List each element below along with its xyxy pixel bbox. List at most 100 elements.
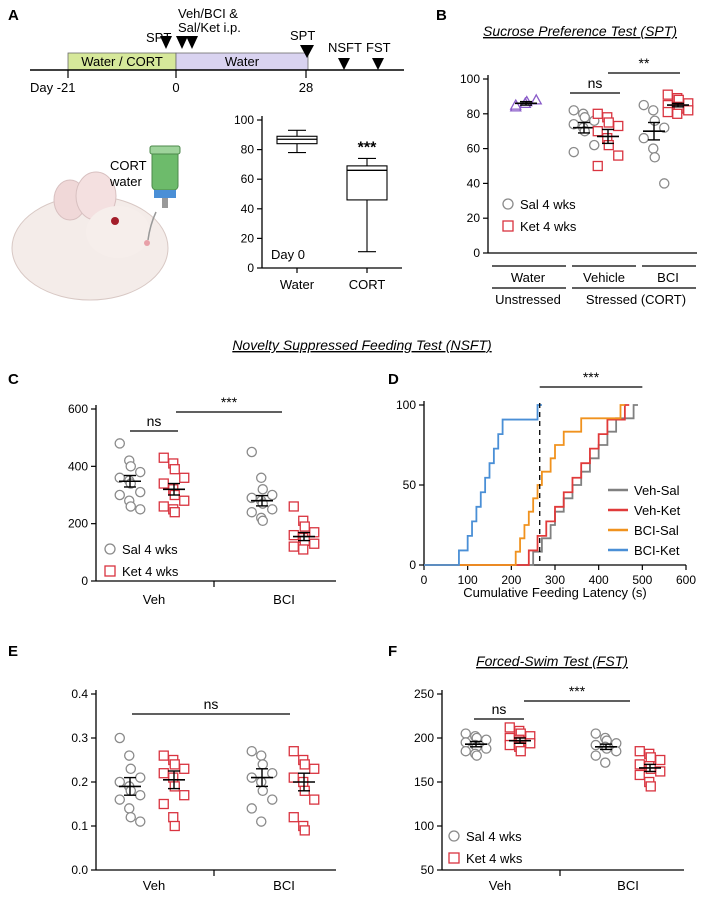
y-tick-label: 600 <box>68 402 88 416</box>
legend-sal-label: Sal 4 wks <box>122 542 178 557</box>
significance-label: ns <box>147 413 162 429</box>
panel-c-group-1-point <box>169 507 180 518</box>
panel-e-group-1-point <box>169 759 180 770</box>
event-label-inj2: Sal/Ket i.p. <box>178 20 241 35</box>
bottle-spout-line <box>147 211 157 241</box>
panel-c: Novelty Suppressed Feeding Test (NSFT) C 0… <box>8 337 492 607</box>
significance-label: *** <box>358 139 377 156</box>
legend-label-veh-sal: Veh-Sal <box>634 483 680 498</box>
panel-e-group-2-point <box>257 759 268 770</box>
panel-c-group-2-point <box>246 446 257 458</box>
panel-b-group-2-point <box>613 120 624 132</box>
panel-f-group-3-point <box>645 781 656 792</box>
panel-e-group-2-point <box>255 750 267 761</box>
panel-b-group-1-point <box>568 105 580 116</box>
panel-b-group-3-point <box>659 178 670 189</box>
panel-f: F Forced-Swim Test (FST) 50 100 150 200 250 ns *… <box>388 643 684 893</box>
event-arrow-inj1 <box>176 36 188 49</box>
event-arrow-spt1 <box>160 36 172 49</box>
panel-f-group-3-point <box>634 769 645 781</box>
y-tick-label: 0.3 <box>71 731 88 745</box>
y-tick-label: 100 <box>460 72 480 86</box>
y-tick-label: 20 <box>467 211 481 225</box>
event-arrow-inj2 <box>186 36 198 49</box>
significance-label: ** <box>639 55 650 71</box>
panel-c-group-0-point <box>134 504 146 515</box>
y-tick-label: 40 <box>241 202 255 216</box>
legend-ket-marker <box>448 852 460 864</box>
y-tick-label: 0 <box>409 558 416 572</box>
mouse-nose <box>144 240 150 246</box>
panel-e-group-1-point <box>158 768 169 779</box>
panel-letter-a: A <box>8 7 19 24</box>
panel-e-group-1-point <box>179 790 190 801</box>
bottle-body <box>151 149 179 191</box>
legend-sal-label: Sal 4 wks <box>466 829 522 844</box>
panel-e-group-1-point <box>169 781 180 792</box>
panel-e: E 0.0 0.1 0.2 0.3 0.4 ns Veh BCI <box>8 643 336 893</box>
panel-b-group-1-point <box>568 118 580 130</box>
x-tick-label: 500 <box>632 573 652 587</box>
panel-e-group-2-point <box>266 794 278 805</box>
panel-a: A Water / CORT Water Day -21 0 28 SPT Ve… <box>8 6 404 301</box>
panel-e-group-0-point <box>114 776 126 788</box>
x-tick-label: 0 <box>421 573 428 587</box>
event-label-spt1: SPT <box>146 30 171 45</box>
y-tick-label: 200 <box>68 517 88 531</box>
panel-b-group-2-point <box>592 108 603 119</box>
panel-e-group-3-point <box>299 759 310 770</box>
panel-f-group-2-point <box>590 739 602 751</box>
x-tick-label: 600 <box>676 573 696 587</box>
legend-ket-marker <box>104 565 116 577</box>
event-label-inj1: Veh/BCI & <box>178 6 238 21</box>
panel-e-group-0-point <box>114 732 126 744</box>
y-tick-label: 20 <box>241 231 255 245</box>
survival-curve-bci-ket <box>424 404 542 566</box>
panel-f-group-1-point <box>515 746 526 757</box>
timeline-day0: 0 <box>172 80 179 95</box>
y-tick-label: 0.1 <box>71 819 88 833</box>
x-group-label: Veh <box>143 592 165 607</box>
bottle-top <box>149 145 181 155</box>
panel-e-group-2-point <box>257 785 268 797</box>
panel-c-group-0-point <box>114 438 126 449</box>
panel-e-group-0-point <box>124 803 135 814</box>
legend-ket-label: Ket 4 wks <box>122 564 179 579</box>
y-tick-label: 0 <box>473 246 480 260</box>
panel-letter-f: F <box>388 643 397 660</box>
panel-e-group-1-point <box>158 750 169 761</box>
panel-letter-b: B <box>436 7 447 24</box>
legend-label-bci-sal: BCI-Sal <box>634 523 679 538</box>
y-tick-label: 60 <box>467 142 481 156</box>
panel-f-group-1-point <box>504 739 515 751</box>
panel-f-group-0-point <box>480 734 492 746</box>
y-tick-label: 0.0 <box>71 863 88 877</box>
mouse-illustration <box>11 171 169 301</box>
chart-title: Sucrose Preference Test (SPT) <box>483 23 677 39</box>
panel-c-group-2-point <box>257 515 268 527</box>
y-tick-label: 60 <box>241 172 255 186</box>
panel-b-group-3-point <box>638 99 650 111</box>
x-group-label: BCI <box>273 592 295 607</box>
x-group-label: Veh <box>143 878 165 893</box>
panel-letter-d: D <box>388 371 399 388</box>
panel-f-group-2-point <box>590 728 602 739</box>
x-tick-label: Water <box>280 277 315 292</box>
y-tick-label: 100 <box>396 398 416 412</box>
x-group-label: Vehicle <box>583 270 625 285</box>
panel-a-boxplot: 0 20 40 60 80 100 Water CORT *** Day 0 <box>234 113 402 292</box>
legend-sal-marker <box>502 198 514 210</box>
panel-e-group-3-point <box>288 772 299 783</box>
panel-letter-e: E <box>8 643 18 660</box>
panel-b-group-2-point <box>592 160 603 172</box>
y-tick-label: 150 <box>414 775 434 789</box>
panel-c-group-1-point <box>158 501 169 512</box>
y-tick-label: 0 <box>81 574 88 588</box>
panel-f-group-1-point <box>504 722 515 733</box>
panel-e-group-0-point <box>134 772 146 783</box>
panel-c-group-1-point <box>158 478 169 489</box>
event-arrow-fst <box>372 58 384 70</box>
panel-c-group-0-point <box>114 489 126 501</box>
timeline-day-start: Day -21 <box>30 80 76 95</box>
